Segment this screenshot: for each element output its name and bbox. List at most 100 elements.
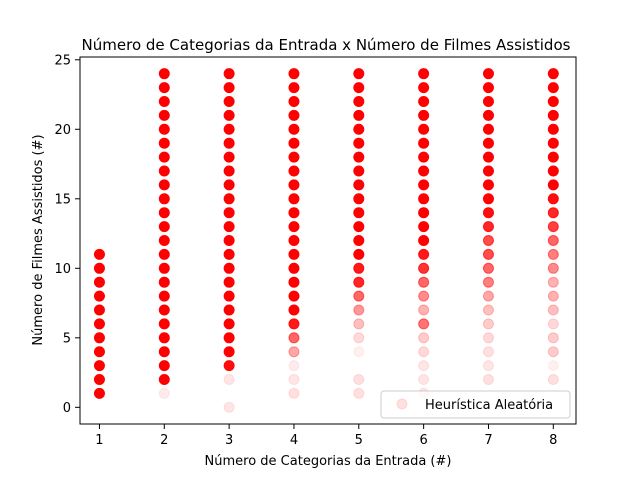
data-point: [288, 346, 300, 358]
data-point: [482, 235, 494, 246]
data-point: [288, 109, 300, 121]
data-point: [288, 374, 300, 386]
y-tick-label: 15: [54, 192, 71, 207]
data-point: [223, 318, 235, 330]
y-tick-label: 25: [54, 53, 71, 68]
y-axis-label: Número de Filmes Assistidos (#): [31, 134, 46, 345]
x-axis-ticks: 1 2 3 4 5 6 7 8: [95, 424, 557, 448]
data-point: [288, 193, 300, 205]
data-point: [93, 248, 105, 260]
data-point: [223, 262, 235, 274]
data-point: [223, 346, 235, 358]
data-point: [158, 68, 170, 80]
data-point: [288, 207, 300, 219]
data-point: [418, 262, 430, 274]
data-point: [288, 387, 300, 399]
data-point: [353, 193, 365, 205]
data-point: [547, 318, 559, 330]
data-point: [353, 374, 365, 386]
data-point: [547, 221, 559, 233]
data-point: [93, 346, 105, 358]
data-point: [288, 290, 300, 302]
data-point: [93, 262, 105, 274]
data-point: [288, 360, 300, 372]
data-point: [158, 276, 170, 288]
data-point: [482, 290, 494, 302]
data-point: [418, 318, 430, 330]
data-point: [288, 248, 300, 260]
data-point: [158, 332, 170, 344]
data-point: [288, 332, 300, 344]
data-point: [223, 374, 235, 386]
data-point: [223, 151, 235, 163]
data-point: [223, 179, 235, 191]
data-point: [418, 346, 430, 358]
data-point: [547, 123, 559, 135]
data-point: [482, 318, 494, 330]
data-point: [482, 332, 494, 344]
data-point: [482, 82, 494, 94]
data-point: [158, 165, 170, 177]
plot-area: [80, 57, 576, 424]
data-point: [158, 179, 170, 191]
x-axis-label: Número de Categorias da Entrada (#): [205, 454, 452, 469]
data-point: [223, 304, 235, 316]
data-point: [158, 387, 170, 399]
data-point: [93, 276, 105, 288]
data-point: [547, 346, 559, 358]
data-point: [288, 318, 300, 330]
data-point: [547, 68, 559, 80]
data-point: [288, 276, 300, 288]
x-tick-label: 7: [484, 433, 492, 448]
data-point: [223, 123, 235, 135]
data-point: [158, 248, 170, 260]
data-point: [93, 387, 105, 399]
data-point: [547, 374, 559, 386]
data-point: [547, 109, 559, 121]
legend: Heurística Aleatória: [380, 390, 571, 419]
x-tick-label: 6: [419, 433, 427, 448]
data-point: [547, 193, 559, 205]
data-point: [288, 82, 300, 94]
data-point: [418, 165, 430, 177]
data-point: [418, 374, 430, 386]
legend-marker: [396, 398, 408, 410]
data-point: [158, 290, 170, 302]
data-point: [93, 374, 105, 386]
data-point: [418, 360, 430, 372]
data-point: [158, 304, 170, 316]
y-tick-label: 20: [54, 123, 71, 138]
data-point: [547, 262, 559, 274]
data-point: [353, 179, 365, 191]
data-points: [93, 68, 559, 413]
data-point: [482, 276, 494, 288]
x-tick-label: 2: [160, 433, 168, 448]
data-point: [223, 95, 235, 107]
data-point: [288, 123, 300, 135]
axes-frame: [79, 56, 577, 425]
data-point: [223, 165, 235, 177]
data-point: [418, 332, 430, 344]
data-point: [418, 207, 430, 219]
data-point: [482, 346, 494, 358]
data-point: [288, 304, 300, 316]
data-point: [418, 304, 430, 316]
data-point: [353, 387, 365, 399]
y-tick-label: 10: [54, 262, 71, 277]
y-tick-label: 5: [63, 331, 71, 346]
data-point: [547, 290, 559, 302]
data-point: [482, 304, 494, 316]
data-point: [353, 95, 365, 107]
x-tick-label: 4: [290, 433, 298, 448]
data-point: [353, 248, 365, 260]
chart-title: Número de Categorias da Entrada x Número…: [82, 36, 571, 54]
data-point: [223, 221, 235, 233]
data-point: [93, 318, 105, 330]
data-point: [547, 235, 559, 246]
data-point: [482, 179, 494, 191]
data-point: [418, 276, 430, 288]
y-axis-ticks: 0 5 10 15 20 25: [54, 53, 80, 416]
data-point: [547, 82, 559, 94]
data-point: [418, 221, 430, 233]
data-point: [353, 346, 365, 358]
